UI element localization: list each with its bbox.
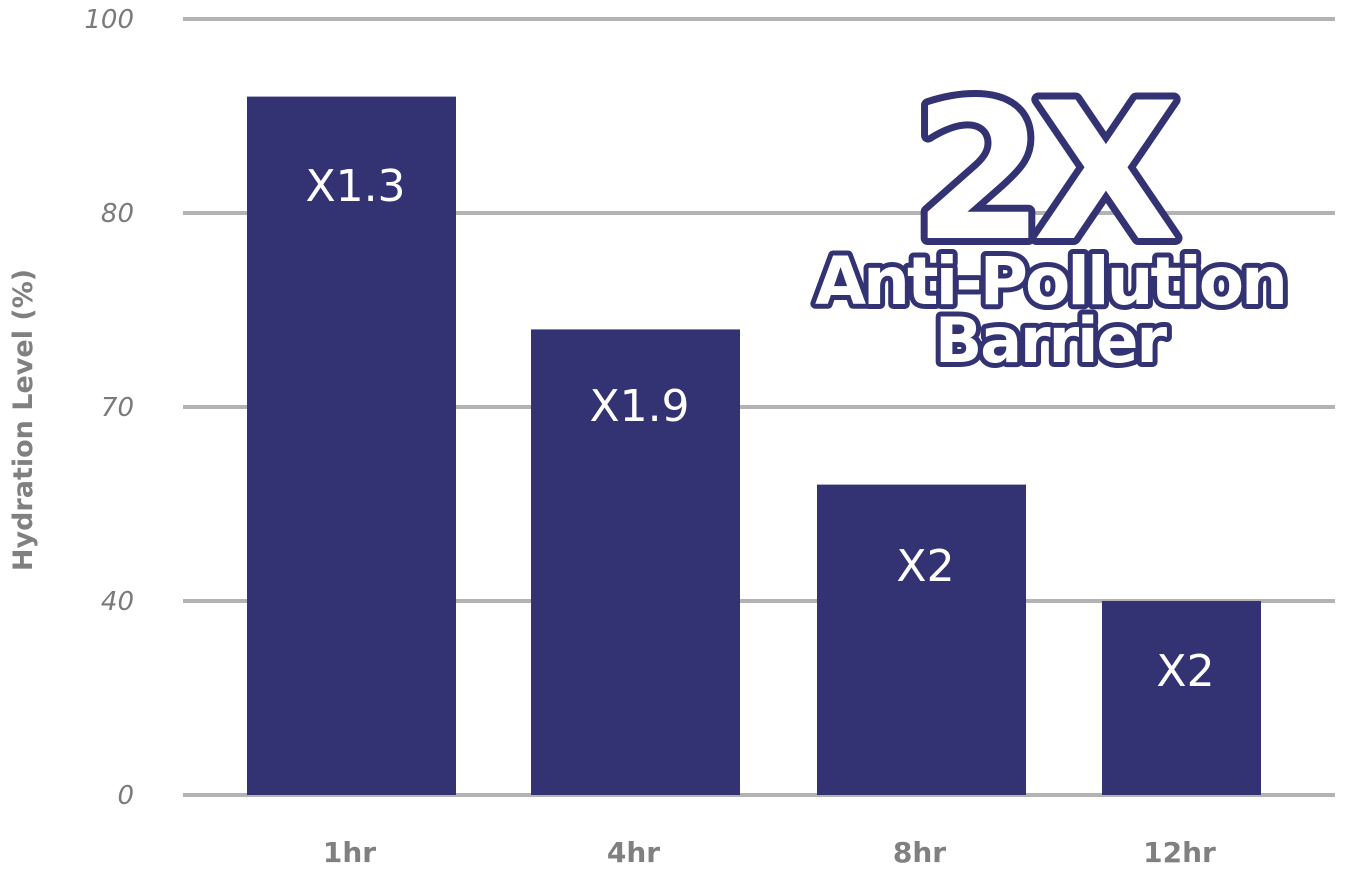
y-tick-label: 100	[84, 5, 134, 35]
bar-1hr	[247, 96, 456, 796]
bars: X1.3 X1.9 X2 X2	[247, 96, 1261, 796]
bar-8hr	[817, 484, 1026, 795]
bar-12hr	[1102, 601, 1261, 795]
y-axis-label: Hydration Level (%)	[8, 269, 39, 571]
bar-data-label: X2	[1156, 646, 1214, 697]
y-tick-label: 80	[101, 199, 134, 229]
x-tick-label: 1hr	[323, 836, 376, 869]
bar-data-label: X2	[896, 541, 954, 592]
annotation-line1: Anti-Pollution	[815, 243, 1285, 320]
y-tick-label: 70	[101, 393, 134, 423]
annotation-2x-anti-pollution-barrier: 2X Anti-Pollution Barrier	[810, 55, 1293, 382]
x-tick-labels: 1hr 4hr 8hr 12hr	[323, 836, 1216, 869]
x-tick-label: 8hr	[893, 836, 946, 869]
x-tick-label: 12hr	[1143, 836, 1216, 869]
annotation-line2: Barrier	[935, 304, 1168, 377]
bar-4hr	[531, 329, 740, 795]
bar-data-label: X1.3	[305, 161, 405, 212]
y-tick-labels: 0 40 70 80 100	[84, 5, 134, 811]
y-tick-label: 40	[101, 587, 134, 617]
x-tick-label: 4hr	[607, 836, 660, 869]
y-tick-label: 0	[117, 781, 134, 811]
bar-data-label: X1.9	[589, 381, 689, 432]
annotation-headline: 2X	[913, 62, 1176, 283]
